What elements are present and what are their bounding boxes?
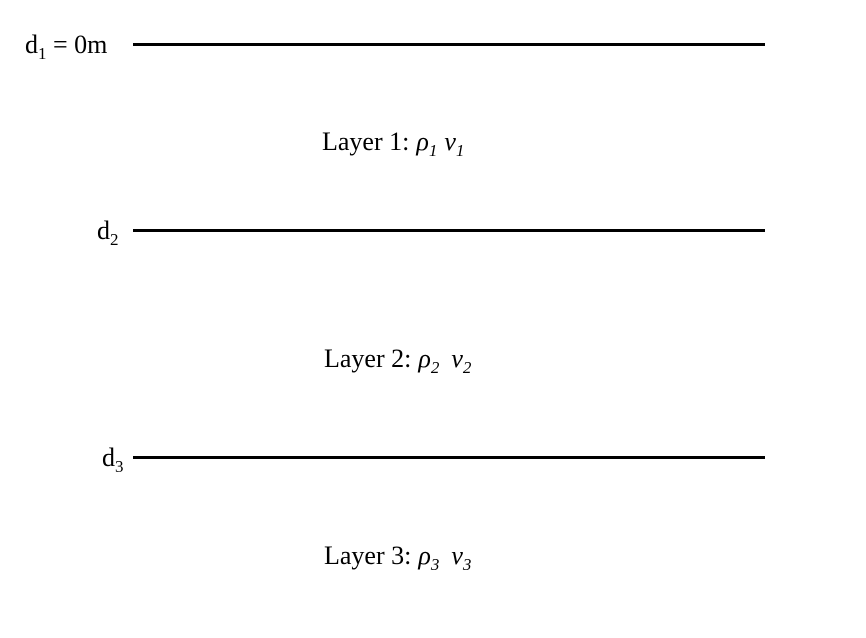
boundary-line-2 [133, 229, 765, 232]
depth-symbol: d [25, 30, 38, 59]
depth-value: = 0m [47, 30, 108, 59]
depth-label-1: d1 = 0m [25, 30, 107, 63]
velocity-symbol: v [451, 541, 463, 570]
velocity-symbol: v [451, 344, 463, 373]
layer-label-3: Layer 3: ρ3 v3 [324, 540, 471, 575]
layer-name: Layer 1: [322, 127, 409, 156]
boundary-line-1 [133, 43, 765, 46]
density-subscript: 1 [429, 141, 438, 160]
depth-symbol: d [97, 216, 110, 245]
layer-label-1: Layer 1: ρ1 v1 [322, 126, 464, 161]
velocity-subscript: 1 [456, 141, 465, 160]
density-symbol: ρ [418, 541, 430, 570]
layer-name: Layer 2: [324, 344, 411, 373]
depth-label-2: d2 [97, 216, 119, 249]
density-subscript: 3 [431, 555, 440, 574]
depth-subscript: 1 [38, 44, 47, 63]
boundary-line-3 [133, 456, 765, 459]
density-symbol: ρ [416, 127, 428, 156]
velocity-symbol: v [444, 127, 456, 156]
layer-label-2: Layer 2: ρ2 v2 [324, 343, 471, 378]
layer-name: Layer 3: [324, 541, 411, 570]
depth-subscript: 3 [115, 457, 124, 476]
depth-subscript: 2 [110, 230, 119, 249]
depth-label-3: d3 [102, 443, 124, 476]
depth-symbol: d [102, 443, 115, 472]
velocity-subscript: 3 [463, 555, 472, 574]
velocity-subscript: 2 [463, 358, 472, 377]
density-subscript: 2 [431, 358, 440, 377]
density-symbol: ρ [418, 344, 430, 373]
